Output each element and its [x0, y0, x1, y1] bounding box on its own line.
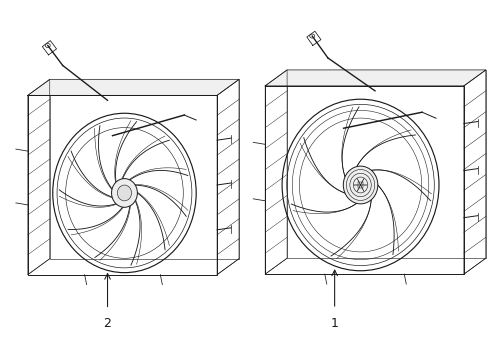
Ellipse shape [112, 179, 137, 207]
Polygon shape [28, 80, 239, 95]
Ellipse shape [343, 166, 378, 204]
Text: 1: 1 [331, 317, 339, 330]
Text: 2: 2 [103, 318, 111, 330]
Ellipse shape [118, 185, 132, 201]
Polygon shape [265, 70, 486, 86]
